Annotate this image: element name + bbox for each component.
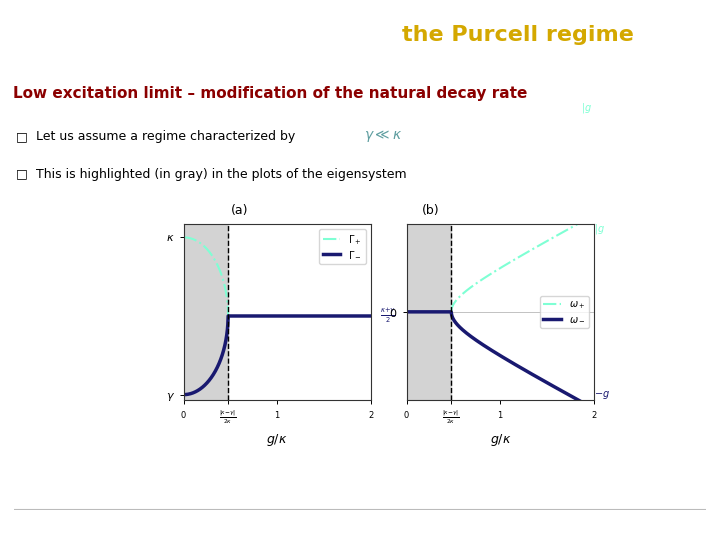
Text: the Purcell regime: the Purcell regime — [402, 25, 634, 45]
X-axis label: $g/\kappa$: $g/\kappa$ — [490, 432, 511, 448]
Text: $\gamma \ll \kappa$: $\gamma \ll \kappa$ — [364, 129, 402, 144]
Text: (a): (a) — [230, 204, 248, 217]
Legend: $\Gamma_+$, $\Gamma_-$: $\Gamma_+$, $\Gamma_-$ — [319, 229, 366, 264]
Legend: $\omega_+$, $\omega_-$: $\omega_+$, $\omega_-$ — [539, 295, 589, 328]
Text: Let us assume a regime characterized by: Let us assume a regime characterized by — [36, 130, 300, 143]
Text: Cavity-TLS optical linear response –: Cavity-TLS optical linear response – — [11, 25, 464, 45]
Bar — [184, 224, 228, 400]
Text: Low excitation limit – modification of the natural decay rate: Low excitation limit – modification of t… — [13, 86, 527, 100]
Text: This is highlighted (in gray) in the plots of the eigensystem: This is highlighted (in gray) in the plo… — [36, 167, 407, 181]
Text: (b): (b) — [422, 204, 439, 217]
Text: □: □ — [16, 167, 27, 181]
Text: $|g$: $|g$ — [581, 102, 592, 115]
X-axis label: $g/\kappa$: $g/\kappa$ — [266, 432, 288, 448]
Text: $|g$: $|g$ — [594, 222, 605, 236]
Text: □: □ — [16, 130, 27, 143]
Text: $-g$: $-g$ — [594, 389, 610, 401]
Text: $\frac{\kappa{+}\gamma}{2}$: $\frac{\kappa{+}\gamma}{2}$ — [380, 307, 396, 326]
Bar — [407, 224, 451, 400]
